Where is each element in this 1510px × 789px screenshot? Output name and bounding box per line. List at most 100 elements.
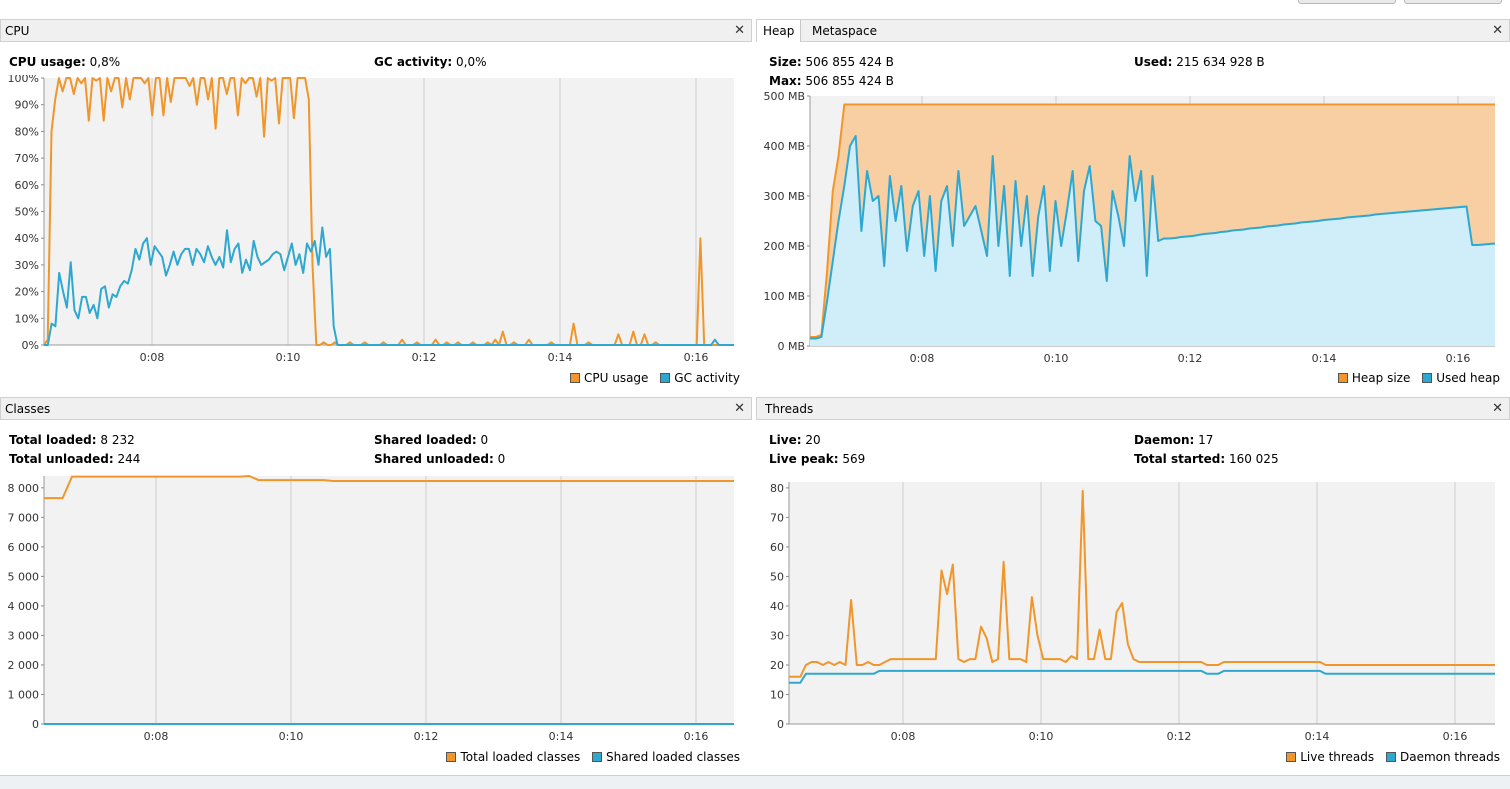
classes-legend: Total loaded classes Shared loaded class… — [438, 750, 740, 764]
area-used-heap — [810, 136, 1495, 346]
y-tick-label: 400 MB — [763, 140, 805, 153]
shared-loaded-info: Shared loaded: 0 — [374, 433, 488, 447]
status-bar — [0, 775, 1510, 789]
y-tick-label: 20% — [15, 286, 39, 299]
heap-chart: 0:08 0:10 0:12 0:14 0:16 0 MB 100 MB 200 MB 300 … — [763, 91, 1496, 365]
x-tick-label: 0:10 — [276, 351, 301, 364]
heap-max-value: 506 855 424 B — [805, 74, 894, 88]
gc-activity-info: GC activity: 0,0% — [374, 55, 487, 69]
x-tick-label: 0:08 — [891, 730, 916, 743]
heap-used-value: 215 634 928 B — [1176, 55, 1265, 69]
legend-swatch-shared-loaded — [592, 752, 603, 762]
threads-panel-title: Threads — [765, 402, 814, 416]
y-tick-label: 4 000 — [8, 600, 40, 613]
heap-max-info: Max: 506 855 424 B — [769, 74, 894, 88]
heap-used-info: Used: 215 634 928 B — [1134, 55, 1265, 69]
series-line-total-loaded-classes — [44, 475, 734, 500]
cpu-chart: 0:08 0:10 0:12 0:14 0:16 0% 10% 20% 30% 40% 50% 60%… — [8, 75, 734, 364]
legend-live-threads: Live threads — [1300, 750, 1375, 764]
y-tick-label: 90% — [15, 99, 39, 112]
daemon-label: Daemon: — [1134, 433, 1195, 447]
shared-unloaded-info: Shared unloaded: 0 — [374, 452, 505, 466]
total-started-value: 160 025 — [1228, 452, 1279, 466]
legend-daemon-threads: Daemon threads — [1399, 750, 1500, 764]
shared-unloaded-value: 0 — [497, 452, 506, 466]
x-tick-label: 0:12 — [1178, 352, 1203, 365]
toolbar-button[interactable] — [1298, 0, 1396, 4]
x-tick-label: 0:10 — [279, 730, 304, 743]
total-loaded-label: Total loaded: — [9, 433, 97, 447]
y-tick-label: 0 — [777, 718, 784, 731]
x-tick-label: 0:10 — [1029, 730, 1054, 743]
legend-swatch-total-loaded — [446, 752, 457, 762]
threads-panel: Threads ✕ Live: 20 Live peak: 569 Daemon… — [756, 397, 1510, 775]
threads-chart: 0:08 0:10 0:12 0:14 0:16 0 10 20 30 40 50 60 70 80 — [770, 482, 1495, 743]
live-value: 20 — [805, 433, 821, 447]
y-tick-label: 300 MB — [763, 190, 805, 203]
total-unloaded-value: 244 — [117, 452, 141, 466]
y-tick-label: 6 000 — [8, 541, 40, 554]
gc-activity-value: 0,0% — [456, 55, 487, 69]
close-icon[interactable]: ✕ — [1492, 23, 1503, 38]
series-line-daemon-threads — [789, 669, 1495, 684]
top-toolbar-strip — [0, 0, 1510, 19]
y-tick-label: 0% — [22, 339, 39, 352]
total-unloaded-label: Total unloaded: — [9, 452, 114, 466]
y-tick-label: 1 000 — [8, 688, 40, 701]
y-tick-label: 2 000 — [8, 659, 40, 672]
legend-swatch-cpu-usage — [570, 373, 580, 383]
shared-loaded-value: 0 — [480, 433, 489, 447]
shared-unloaded-label: Shared unloaded: — [374, 452, 494, 466]
live-label: Live: — [769, 433, 802, 447]
threads-legend: Live threads Daemon threads — [1278, 750, 1500, 764]
heap-max-label: Max: — [769, 74, 802, 88]
close-icon[interactable]: ✕ — [1492, 401, 1503, 416]
series-line-live-threads — [789, 489, 1495, 678]
heap-size-label: Size: — [769, 55, 802, 69]
legend-total-loaded: Total loaded classes — [460, 750, 581, 764]
plot-area — [789, 482, 1495, 724]
y-tick-label: 0 — [32, 718, 39, 731]
y-tick-label: 80% — [15, 125, 39, 138]
classes-panel: Classes ✕ Total loaded: 8 232 Total unlo… — [0, 397, 752, 775]
tab-heap[interactable]: Heap — [757, 20, 802, 42]
x-tick-label: 0:08 — [144, 730, 169, 743]
y-tick-label: 100 MB — [763, 290, 805, 303]
y-tick-label: 3 000 — [8, 629, 40, 642]
x-tick-label: 0:12 — [414, 730, 439, 743]
close-icon[interactable]: ✕ — [734, 401, 745, 416]
x-tick-label: 0:16 — [684, 351, 709, 364]
plot-area — [44, 476, 734, 724]
gc-activity-label: GC activity: — [374, 55, 453, 69]
x-tick-label: 0:14 — [1312, 352, 1337, 365]
cpu-usage-value: 0,8% — [89, 55, 121, 69]
plot-area — [44, 78, 734, 345]
y-tick-label: 30 — [770, 629, 784, 642]
legend-shared-loaded: Shared loaded classes — [606, 750, 740, 764]
threads-panel-header: Threads ✕ — [756, 397, 1510, 420]
series-line-gc-activity — [44, 226, 734, 346]
y-tick-label: 20 — [770, 659, 784, 672]
series-line-used-heap — [810, 135, 1496, 340]
y-tick-label: 80 — [770, 482, 784, 495]
live-peak-label: Live peak: — [769, 452, 839, 466]
cpu-usage-label: CPU usage: — [9, 55, 86, 69]
toolbar-button[interactable] — [1404, 0, 1502, 4]
y-tick-label: 100% — [8, 75, 39, 85]
y-tick-label: 70% — [15, 152, 39, 165]
total-started-info: Total started: 160 025 — [1134, 452, 1279, 466]
y-tick-label: 60 — [770, 541, 784, 554]
live-peak-value: 569 — [842, 452, 866, 466]
heap-size-info: Size: 506 855 424 B — [769, 55, 894, 69]
y-tick-label: 60% — [15, 179, 39, 192]
classes-panel-title: Classes — [5, 402, 51, 416]
series-line-heap-size — [810, 103, 1495, 338]
tab-metaspace[interactable]: Metaspace — [812, 24, 877, 38]
legend-heap-size: Heap size — [1351, 371, 1411, 385]
total-loaded-info: Total loaded: 8 232 — [9, 433, 135, 447]
heap-legend: Heap size Used heap — [1330, 371, 1500, 385]
cpu-panel-title: CPU — [5, 24, 30, 38]
close-icon[interactable]: ✕ — [734, 23, 745, 38]
y-tick-label: 0 MB — [777, 340, 805, 353]
y-tick-label: 10 — [770, 688, 784, 701]
